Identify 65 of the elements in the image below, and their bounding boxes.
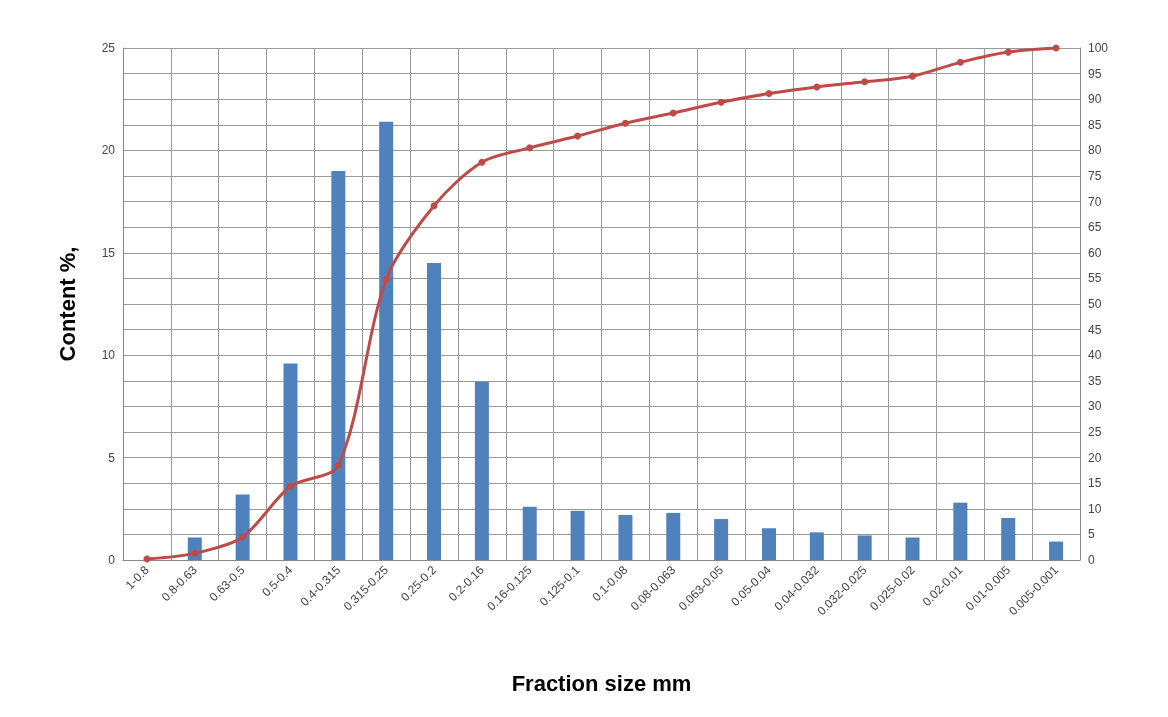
point bbox=[574, 132, 582, 140]
point bbox=[430, 202, 438, 210]
y2-tick-label: 15 bbox=[1088, 476, 1102, 491]
y-tick-label: 20 bbox=[101, 143, 116, 158]
y2-tick-label: 25 bbox=[1088, 425, 1102, 439]
bar bbox=[761, 528, 776, 560]
point bbox=[861, 78, 869, 86]
y2-tick-label: 40 bbox=[1088, 348, 1102, 363]
y2-tick-label: 60 bbox=[1088, 245, 1102, 260]
point bbox=[765, 90, 773, 98]
point bbox=[478, 158, 486, 166]
y2-tick-label: 65 bbox=[1088, 220, 1102, 235]
y-tick-label: 5 bbox=[108, 450, 116, 465]
y-tick-label: 0 bbox=[108, 553, 116, 567]
y2-tick-label: 10 bbox=[1088, 501, 1102, 516]
bar bbox=[235, 494, 250, 560]
point bbox=[669, 109, 677, 117]
point bbox=[1004, 48, 1012, 56]
point bbox=[286, 482, 294, 490]
point bbox=[191, 549, 199, 557]
point bbox=[334, 461, 342, 469]
point bbox=[239, 533, 247, 541]
point bbox=[717, 98, 725, 106]
bar bbox=[1049, 541, 1064, 560]
bar bbox=[905, 537, 920, 560]
y2-tick-label: 75 bbox=[1088, 169, 1102, 183]
point bbox=[526, 144, 534, 152]
bar bbox=[379, 121, 394, 560]
bar bbox=[714, 519, 729, 560]
y2-tick-label: 95 bbox=[1088, 66, 1102, 81]
y2-tick-label: 30 bbox=[1088, 399, 1102, 414]
y2-tick-label: 0 bbox=[1088, 553, 1095, 567]
bar bbox=[331, 170, 346, 560]
bar bbox=[522, 506, 537, 560]
y2-tick-label: 45 bbox=[1088, 322, 1102, 337]
point bbox=[382, 275, 390, 283]
y-axis-title: Content %, bbox=[54, 246, 80, 362]
bar bbox=[666, 512, 681, 560]
bar bbox=[618, 514, 633, 560]
bar bbox=[474, 381, 489, 560]
x-axis-title: Fraction size mm bbox=[511, 670, 692, 696]
y2-tick-label: 80 bbox=[1088, 143, 1102, 158]
point bbox=[909, 72, 917, 80]
bar bbox=[857, 535, 872, 560]
bar bbox=[809, 532, 824, 560]
bar bbox=[1001, 518, 1016, 560]
y2-tick-label: 35 bbox=[1088, 373, 1102, 388]
y-tick-label: 25 bbox=[101, 41, 116, 55]
y2-tick-label: 70 bbox=[1088, 194, 1102, 209]
y2-tick-label: 90 bbox=[1088, 92, 1102, 107]
y2-tick-label: 5 bbox=[1088, 527, 1095, 542]
bar bbox=[570, 510, 585, 560]
y2-tick-label: 100 bbox=[1088, 41, 1109, 55]
y2-tick-label: 20 bbox=[1088, 450, 1102, 465]
y-tick-label: 15 bbox=[101, 245, 116, 260]
y2-tick-label: 85 bbox=[1088, 117, 1102, 132]
y2-tick-label: 50 bbox=[1088, 297, 1102, 311]
bar bbox=[427, 263, 442, 560]
bar bbox=[283, 363, 298, 560]
bar bbox=[953, 502, 968, 560]
y2-tick-label: 55 bbox=[1088, 271, 1102, 286]
point bbox=[621, 119, 629, 127]
point bbox=[813, 83, 821, 91]
point bbox=[956, 58, 964, 66]
y-tick-label: 10 bbox=[101, 348, 116, 363]
